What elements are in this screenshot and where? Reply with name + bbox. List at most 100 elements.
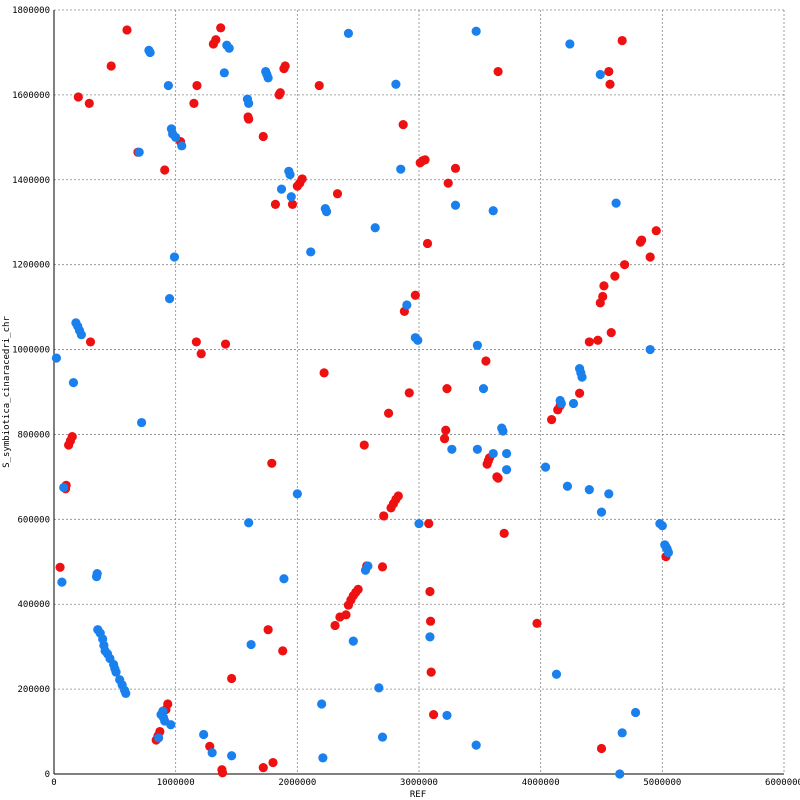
red-point bbox=[610, 271, 620, 281]
red-point bbox=[493, 66, 503, 77]
red-point bbox=[425, 616, 436, 626]
y-tick-label: 1800000 bbox=[12, 6, 50, 16]
red-point bbox=[73, 92, 83, 102]
blue-point bbox=[562, 481, 573, 491]
blue-point bbox=[663, 547, 674, 558]
x-tick-label: 4000000 bbox=[522, 778, 560, 788]
blue-point bbox=[263, 73, 273, 83]
red-point bbox=[617, 35, 627, 46]
x-tick-label: 5000000 bbox=[643, 778, 681, 788]
y-axis-title: S_symbiotica_cinaracedri_chr bbox=[2, 316, 12, 468]
blue-point bbox=[377, 732, 388, 742]
red-point bbox=[645, 252, 655, 262]
blue-point bbox=[348, 636, 358, 646]
red-point bbox=[420, 155, 430, 165]
axes bbox=[53, 10, 784, 775]
blue-point bbox=[317, 699, 327, 709]
red-point bbox=[377, 562, 388, 572]
red-point bbox=[287, 199, 298, 209]
red-point bbox=[244, 114, 254, 124]
y-tick-label: 800000 bbox=[17, 430, 50, 440]
blue-point bbox=[447, 444, 457, 454]
red-point bbox=[211, 35, 221, 45]
red-point bbox=[263, 625, 273, 635]
red-point bbox=[353, 584, 363, 594]
blue-point bbox=[617, 728, 627, 738]
red-point bbox=[258, 763, 268, 773]
red-point bbox=[268, 757, 278, 768]
blue-point bbox=[595, 69, 605, 80]
red-point bbox=[297, 174, 307, 184]
red-point bbox=[422, 238, 433, 249]
red-point bbox=[106, 61, 116, 71]
red-point bbox=[393, 491, 403, 501]
red-point bbox=[429, 709, 439, 720]
red-point bbox=[267, 458, 277, 468]
blue-point bbox=[502, 465, 512, 475]
red-point bbox=[575, 388, 585, 398]
red-point bbox=[379, 511, 389, 521]
y-tick-label: 600000 bbox=[17, 515, 50, 525]
y-tick-label: 1000000 bbox=[12, 346, 50, 356]
blue-point bbox=[363, 561, 373, 571]
y-tick-label: 400000 bbox=[17, 600, 50, 610]
blue-point bbox=[577, 372, 587, 382]
y-tick-label: 1400000 bbox=[12, 176, 50, 186]
blue-point bbox=[551, 669, 562, 679]
red-point bbox=[275, 88, 285, 98]
red-point bbox=[196, 349, 206, 359]
blue-point bbox=[425, 632, 435, 642]
blue-point bbox=[244, 98, 254, 108]
red-point bbox=[55, 562, 65, 572]
blue-point bbox=[224, 43, 234, 53]
blue-point bbox=[615, 769, 625, 779]
red-point bbox=[532, 618, 542, 628]
blue-point bbox=[472, 340, 482, 350]
blue-point bbox=[306, 247, 316, 257]
red-point bbox=[278, 646, 288, 656]
red-point bbox=[443, 178, 453, 188]
red-point bbox=[605, 79, 615, 89]
red-point bbox=[330, 620, 340, 631]
blue-point bbox=[177, 141, 187, 151]
blue-point bbox=[92, 569, 102, 579]
red-point bbox=[217, 768, 228, 778]
red-point bbox=[314, 80, 324, 91]
red-point bbox=[651, 226, 661, 236]
blue-point bbox=[414, 518, 424, 529]
red-point bbox=[481, 356, 491, 366]
blue-point bbox=[219, 68, 229, 78]
blue-point bbox=[207, 748, 217, 758]
blue-point bbox=[279, 574, 289, 584]
blue-point bbox=[68, 378, 79, 388]
red-point bbox=[426, 667, 436, 677]
red-point bbox=[493, 473, 503, 483]
blue-point bbox=[171, 132, 181, 142]
blue-point bbox=[164, 294, 175, 304]
blue-point bbox=[488, 206, 498, 216]
y-tick-label: 200000 bbox=[17, 685, 50, 695]
red-point bbox=[450, 163, 461, 173]
blue-point bbox=[645, 344, 655, 355]
red-point bbox=[398, 120, 408, 130]
blue-point bbox=[584, 485, 594, 495]
x-axis-title: REF bbox=[410, 790, 426, 800]
blue-point bbox=[391, 79, 401, 89]
blue-point bbox=[540, 462, 551, 472]
red-point bbox=[637, 235, 647, 245]
red-point bbox=[499, 528, 509, 538]
y-tick-label: 0 bbox=[45, 770, 50, 780]
blue-point bbox=[488, 448, 498, 459]
blue-point bbox=[145, 47, 155, 58]
blue-point bbox=[121, 688, 131, 698]
x-tick-label: 2000000 bbox=[278, 778, 316, 788]
blue-point bbox=[402, 300, 412, 310]
blue-point bbox=[286, 192, 296, 202]
red-point bbox=[359, 440, 369, 450]
red-point bbox=[441, 425, 451, 435]
blue-point bbox=[276, 184, 287, 194]
red-point bbox=[122, 25, 132, 35]
blue-point bbox=[604, 489, 614, 499]
blue-point bbox=[478, 384, 489, 394]
red-point bbox=[410, 290, 420, 300]
